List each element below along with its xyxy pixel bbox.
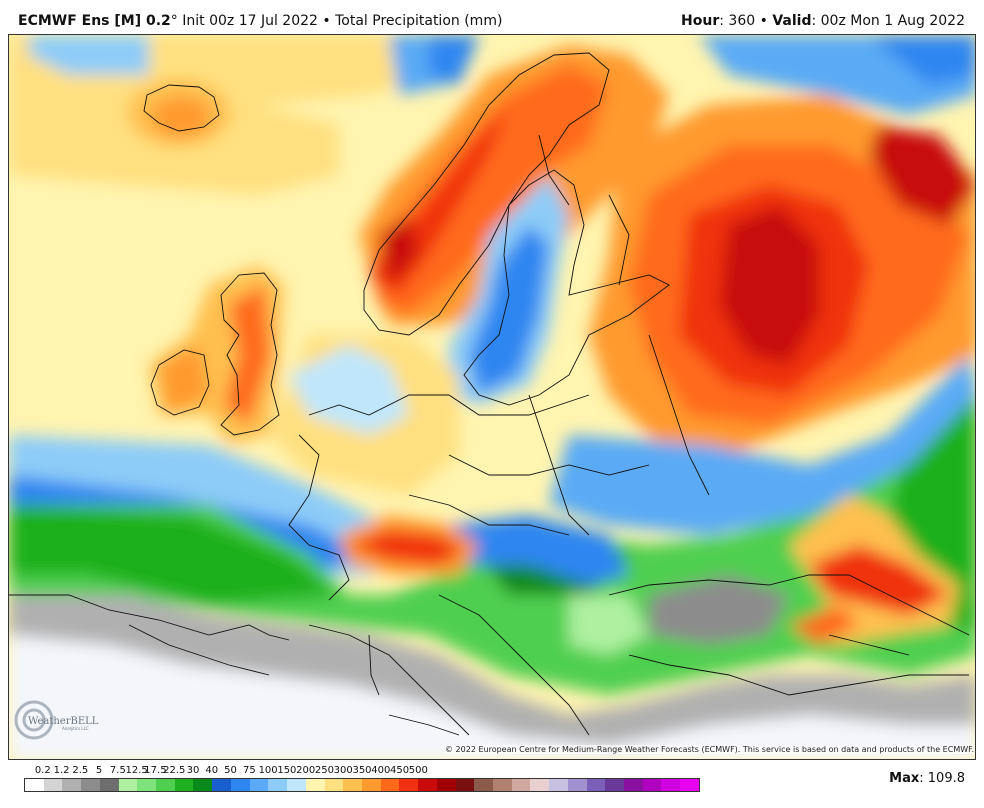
legend-label: 300 xyxy=(333,765,353,776)
field-name: Total Precipitation (mm) xyxy=(335,13,503,29)
legend-label: 7.5 xyxy=(109,765,126,776)
logo-swirl-icon: WeatherBELL Analytics LLC xyxy=(14,700,99,740)
legend-swatch xyxy=(586,779,606,791)
legend-label: 250 xyxy=(314,765,334,776)
legend-swatch xyxy=(43,779,63,791)
legend-label: 22.5 xyxy=(163,765,186,776)
valid-value: : 00z Mon 1 Aug 2022 xyxy=(811,13,965,29)
legend-label: 150 xyxy=(277,765,297,776)
degree-symbol: ° xyxy=(170,13,178,29)
legend-swatch xyxy=(680,779,699,791)
legend-swatch xyxy=(268,779,288,791)
max-label: Max xyxy=(889,771,920,786)
map-title: ECMWF Ens [M] 0.2° Init 00z 17 Jul 2022 … xyxy=(18,13,502,29)
forecast-time: Hour: 360 • Valid: 00z Mon 1 Aug 2022 xyxy=(681,13,965,29)
model-name: ECMWF Ens [M] 0.2 xyxy=(18,13,171,29)
weatherbell-logo: WeatherBELL Analytics LLC xyxy=(12,698,100,744)
legend-swatch xyxy=(193,779,213,791)
legend-label: 2.5 xyxy=(72,765,89,776)
legend-swatch xyxy=(287,779,306,791)
legend-swatch xyxy=(418,779,437,791)
legend-swatch xyxy=(137,779,157,791)
hour-value: : 360 xyxy=(719,13,756,29)
copyright-notice: © 2022 European Centre for Medium-Range … xyxy=(445,745,974,754)
legend-swatch xyxy=(474,779,493,791)
legend-swatch xyxy=(549,779,568,791)
legend-label: 350 xyxy=(352,765,372,776)
init-time: Init 00z 17 Jul 2022 xyxy=(177,13,318,29)
legend-label: 0.2 xyxy=(34,765,51,776)
legend-swatch xyxy=(380,779,400,791)
legend-swatch xyxy=(455,779,475,791)
legend-swatch xyxy=(156,779,175,791)
legend-swatch xyxy=(343,779,362,791)
legend-label: 40 xyxy=(205,765,219,776)
legend-swatch xyxy=(324,779,344,791)
legend-label: 400 xyxy=(371,765,391,776)
legend-swatch xyxy=(25,779,44,791)
legend-label: 12.5 xyxy=(125,765,148,776)
legend-swatch xyxy=(249,779,269,791)
legend-swatch xyxy=(118,779,138,791)
legend-swatch xyxy=(62,779,82,791)
coastlines xyxy=(9,52,970,736)
legend-swatch xyxy=(511,779,531,791)
legend-label: 5 xyxy=(95,765,103,776)
precipitation-map xyxy=(8,34,976,760)
legend-swatch xyxy=(99,779,119,791)
legend-label: 17.5 xyxy=(144,765,167,776)
logo-subtext: Analytics LLC xyxy=(62,726,89,731)
legend-label: 450 xyxy=(390,765,410,776)
legend-swatch xyxy=(212,779,231,791)
legend-swatch xyxy=(642,779,662,791)
max-value: : 109.8 xyxy=(919,771,965,786)
legend-label: 30 xyxy=(186,765,200,776)
legend-swatch xyxy=(567,779,587,791)
legend-swatch xyxy=(661,779,681,791)
legend-labels: 0.2 1.2 2.5 5 7.5 12.5 17.5 22.5 30 40 50 75 100 150 2… xyxy=(24,765,700,777)
legend-swatch xyxy=(436,779,456,791)
legend-swatch xyxy=(530,779,550,791)
legend-label: 200 xyxy=(296,765,316,776)
legend-label: 75 xyxy=(242,765,256,776)
legend-label: 50 xyxy=(224,765,237,776)
legend-swatch xyxy=(624,779,643,791)
legend-swatch xyxy=(492,779,512,791)
legend-swatch xyxy=(399,779,419,791)
legend-label: 1.2 xyxy=(53,765,70,776)
title-separator: • xyxy=(317,13,336,29)
legend-swatch xyxy=(305,779,325,791)
legend-label: 500 xyxy=(408,765,428,776)
valid-label: Valid xyxy=(772,13,812,29)
logo-text: WeatherBELL xyxy=(28,716,99,727)
legend-label: 100 xyxy=(258,765,278,776)
legend-color-bar xyxy=(24,778,700,792)
legend-swatch xyxy=(605,779,624,791)
legend-swatch xyxy=(81,779,100,791)
precip-field xyxy=(9,35,975,759)
map-canvas xyxy=(9,35,975,759)
legend-swatch xyxy=(230,779,250,791)
time-separator: • xyxy=(755,13,773,29)
max-readout: Max: 109.8 xyxy=(889,771,965,786)
legend-swatch xyxy=(361,779,381,791)
legend-swatch xyxy=(174,779,194,791)
hour-label: Hour xyxy=(681,13,720,29)
